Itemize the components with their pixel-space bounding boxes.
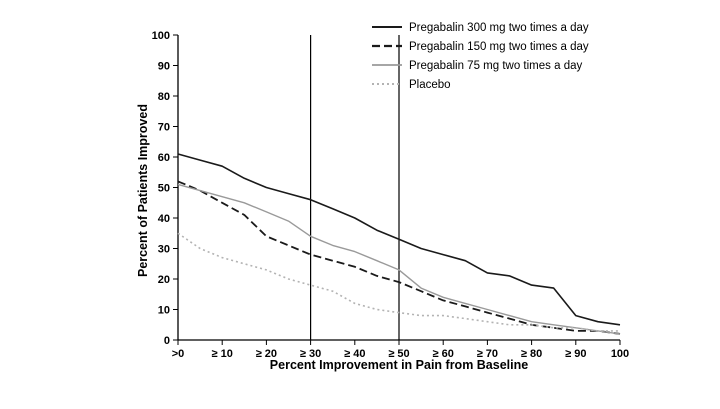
- y-tick-label: 10: [158, 305, 170, 317]
- x-tick-label: >0: [172, 348, 185, 360]
- x-axis-title: Percent Improvement in Pain from Baselin…: [269, 358, 529, 372]
- y-tick-label: 50: [158, 183, 170, 195]
- y-tick-label: 70: [158, 122, 170, 134]
- legend-label-1: Pregabalin 150 mg two times a day: [409, 41, 589, 53]
- y-tick-label: 20: [158, 274, 170, 286]
- series-line-3: [177, 232, 620, 332]
- y-tick-label: 80: [158, 91, 170, 103]
- x-tick-label: ≥ 20: [256, 348, 277, 360]
- x-tick-label: ≥ 60: [433, 348, 454, 360]
- x-tick-label: ≥ 50: [388, 348, 409, 360]
- legend-label-3: Placebo: [409, 79, 451, 91]
- y-tick-label: 100: [152, 30, 170, 42]
- y-axis-title: Percent of Patients Improved: [136, 104, 150, 277]
- legend-label-2: Pregabalin 75 mg two times a day: [409, 60, 582, 72]
- x-tick-label: ≥ 70: [477, 348, 498, 360]
- y-tick-label: 90: [158, 61, 170, 73]
- y-tick-label: 0: [164, 335, 170, 347]
- x-tick-label: ≥ 80: [521, 348, 542, 360]
- x-tick-label: ≥ 30: [300, 348, 321, 360]
- series-line-0: [177, 153, 621, 326]
- x-tick-label: ≥ 10: [212, 348, 233, 360]
- x-tick-label: ≥ 90: [565, 348, 586, 360]
- y-tick-label: 60: [158, 152, 170, 164]
- legend-label-0: Pregabalin 300 mg two times a day: [409, 22, 589, 34]
- series-line-2: [177, 183, 621, 335]
- x-tick-label: 100: [611, 348, 629, 360]
- y-tick-label: 30: [158, 244, 170, 256]
- y-tick-label: 40: [158, 213, 170, 225]
- x-tick-label: ≥ 40: [344, 348, 365, 360]
